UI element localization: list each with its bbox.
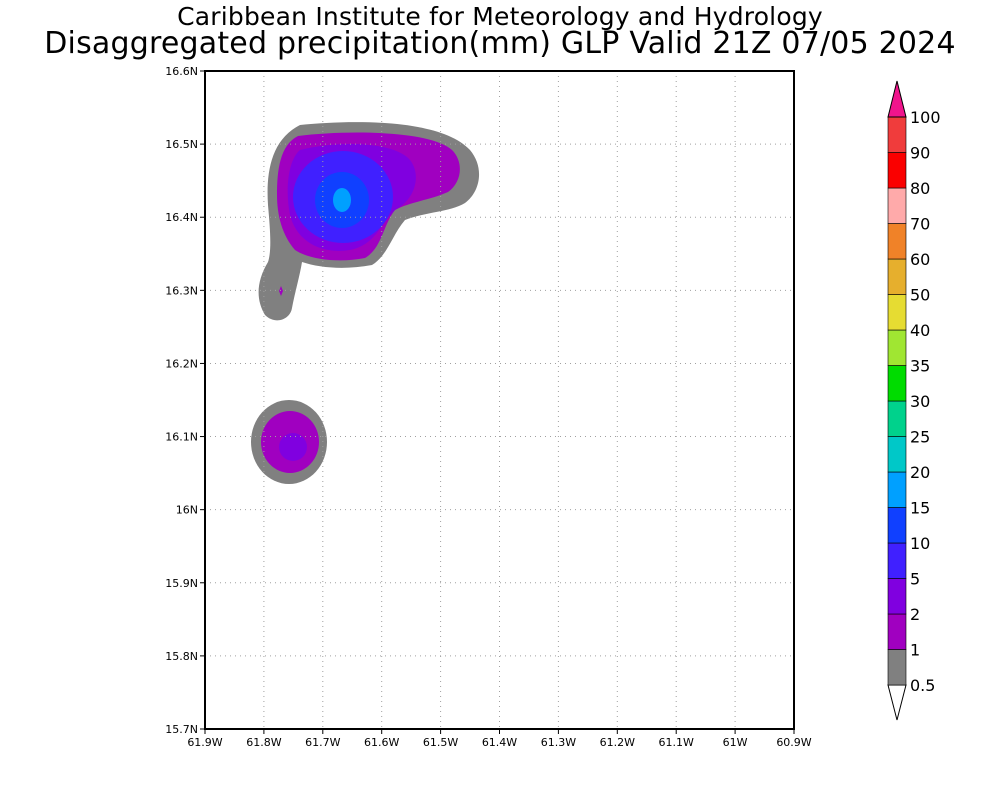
legend-label: 90 [910,144,930,163]
legend-label: 70 [910,215,930,234]
legend-swatch [887,116,907,153]
legend-swatch [887,613,907,650]
legend-label: 100 [910,108,941,127]
legend-label: 25 [910,428,930,447]
lon-tick-label: 61.2W [600,736,635,749]
legend-label: 40 [910,321,930,340]
lon-tick-label: 61.1W [659,736,694,749]
legend-label: 1 [910,641,920,660]
legend-swatch [887,400,907,437]
longitude-axis: 61.9W 61.8W 61.7W 61.6W 61.5W 61.4W 61.3W 61.2W… [187,729,812,749]
lat-tick-label: 16.4N [165,211,198,224]
legend-label: 10 [910,534,930,553]
title-line-1: Caribbean Institute for Meteorology and … [177,2,823,31]
lon-tick-label: 61.3W [541,736,576,749]
legend-swatch [887,258,907,295]
legend-label: 0.5 [910,676,935,695]
legend-label: 15 [910,499,930,518]
lon-tick-label: 61.4W [482,736,517,749]
lon-tick-label: 61W [723,736,748,749]
legend-label: 5 [910,570,920,589]
legend-swatch-max [887,80,907,118]
legend-swatch [887,436,907,473]
legend-label: 2 [910,605,920,624]
legend-swatch [887,542,907,579]
legend-label: 80 [910,179,930,198]
title-line-2: Disaggregated precipitation(mm) GLP Vali… [44,26,956,61]
precip-area-north-20mm [333,188,351,212]
precip-area-south-5mm [279,433,307,461]
map-grid [205,71,794,729]
legend-label: 35 [910,357,930,376]
legend-swatch [887,471,907,508]
lat-tick-label: 16N [176,504,198,517]
lat-tick-label: 16.1N [165,431,198,444]
legend-swatch [887,365,907,402]
legend-swatch [887,578,907,615]
legend-label: 20 [910,463,930,482]
lat-tick-label: 15.9N [165,577,198,590]
legend-swatch [887,329,907,366]
legend-swatch [887,294,907,331]
lon-tick-label: 61.5W [423,736,458,749]
lat-tick-label: 16.3N [165,284,198,297]
lon-tick-label: 61.7W [305,736,340,749]
lat-tick-label: 16.2N [165,357,198,370]
lat-tick-label: 15.8N [165,650,198,663]
legend-label: 30 [910,392,930,411]
legend-swatch-min [887,684,907,721]
lat-tick-label: 16.6N [165,65,198,78]
lon-tick-label: 61.6W [364,736,399,749]
legend-swatch [887,223,907,260]
legend-swatch [887,152,907,189]
lat-tick-label: 16.5N [165,138,198,151]
lon-tick-label: 61.8W [246,736,281,749]
latitude-axis: 15.7N 15.8N 15.9N 16N 16.1N 16.2N 16.3N 16.4N 16… [165,65,205,736]
lon-tick-label: 60.9W [776,736,811,749]
precipitation-field [251,122,480,484]
precip-spot-magenta [279,286,283,296]
legend-label: 50 [910,286,930,305]
legend-swatch [887,187,907,224]
legend-swatch [887,507,907,544]
legend-swatch [887,649,907,686]
lon-tick-label: 61.9W [187,736,222,749]
legend-label: 60 [910,250,930,269]
lat-tick-label: 15.7N [165,723,198,736]
